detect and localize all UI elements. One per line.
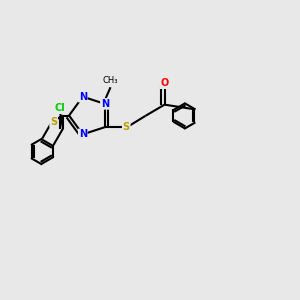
Text: S: S — [123, 122, 130, 132]
Text: N: N — [79, 129, 87, 139]
Text: N: N — [79, 92, 87, 102]
Text: S: S — [50, 117, 57, 127]
Text: N: N — [101, 99, 109, 109]
Text: CH₃: CH₃ — [103, 76, 118, 85]
Text: O: O — [160, 78, 169, 88]
Text: Cl: Cl — [55, 103, 65, 113]
